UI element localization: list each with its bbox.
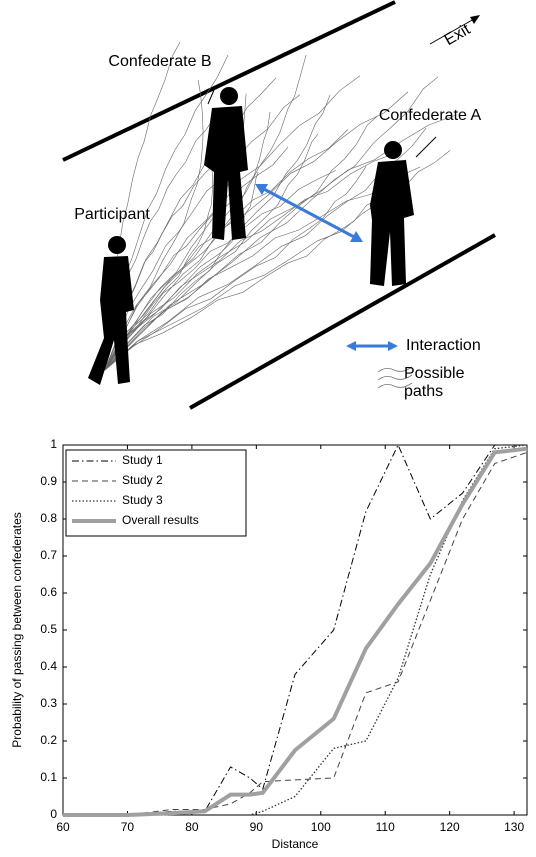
- path-trace: [104, 152, 397, 371]
- path-trace: [104, 133, 319, 371]
- path-trace: [104, 91, 409, 371]
- path-trace: [104, 170, 337, 371]
- path-trace: [104, 94, 331, 371]
- path-trace: [104, 187, 391, 371]
- x-tick-label: 100: [311, 820, 331, 834]
- path-trace: [104, 111, 271, 371]
- x-axis-label: Distance: [272, 837, 319, 851]
- corridor-wall: [62, 0, 396, 162]
- x-tick-label: 110: [376, 820, 395, 834]
- corridor-wall: [189, 233, 496, 410]
- label: Confederate B: [108, 53, 211, 70]
- y-tick-label: 0.8: [40, 511, 57, 525]
- y-tick-label: 1: [50, 437, 57, 451]
- path-trace: [104, 166, 367, 371]
- participant-figure: [88, 236, 134, 385]
- label: Confederate A: [379, 107, 482, 124]
- legend-label: Study 1: [122, 453, 163, 467]
- y-tick-label: 0.6: [40, 585, 57, 599]
- y-tick-label: 0.4: [40, 659, 57, 673]
- y-tick-label: 0.7: [40, 548, 57, 562]
- path-trace: [104, 76, 439, 371]
- legend-label: Overall results: [122, 513, 199, 527]
- diagram: Confederate B Confederate A Participant …: [62, 0, 496, 410]
- paths-legend-icon: [377, 366, 413, 389]
- confederate-b-figure: [204, 87, 248, 240]
- x-tick-label: 130: [504, 820, 524, 834]
- legend-label: Study 3: [122, 493, 163, 507]
- label: Participant: [74, 206, 150, 223]
- y-tick-label: 0.9: [40, 474, 57, 488]
- label: Interaction: [406, 337, 481, 354]
- label: Possible: [404, 365, 465, 382]
- y-tick-label: 0.1: [40, 770, 57, 784]
- label: Exit: [442, 21, 474, 49]
- path-trace: [104, 150, 451, 371]
- interaction-arrow: [255, 184, 398, 351]
- x-tick-label: 120: [440, 820, 460, 834]
- x-tick-label: 70: [121, 820, 135, 834]
- y-tick-label: 0.3: [40, 696, 57, 710]
- label: paths: [404, 383, 443, 400]
- exit-arrow: [429, 15, 480, 45]
- x-tick-label: 60: [56, 820, 70, 834]
- pointer: [207, 89, 215, 105]
- path-trace: [104, 166, 421, 371]
- y-tick-label: 0: [50, 807, 57, 821]
- series-line: [63, 446, 528, 817]
- confederate-a-figure: [370, 141, 414, 286]
- series-line: [63, 451, 528, 816]
- legend-label: Study 2: [122, 473, 163, 487]
- y-tick-label: 0.2: [40, 733, 57, 747]
- x-tick-label: 80: [185, 820, 199, 834]
- pointer: [415, 136, 437, 158]
- y-tick-label: 0.5: [40, 622, 57, 636]
- x-tick-label: 90: [250, 820, 264, 834]
- y-axis-label: Probability of passing between confedera…: [10, 512, 24, 747]
